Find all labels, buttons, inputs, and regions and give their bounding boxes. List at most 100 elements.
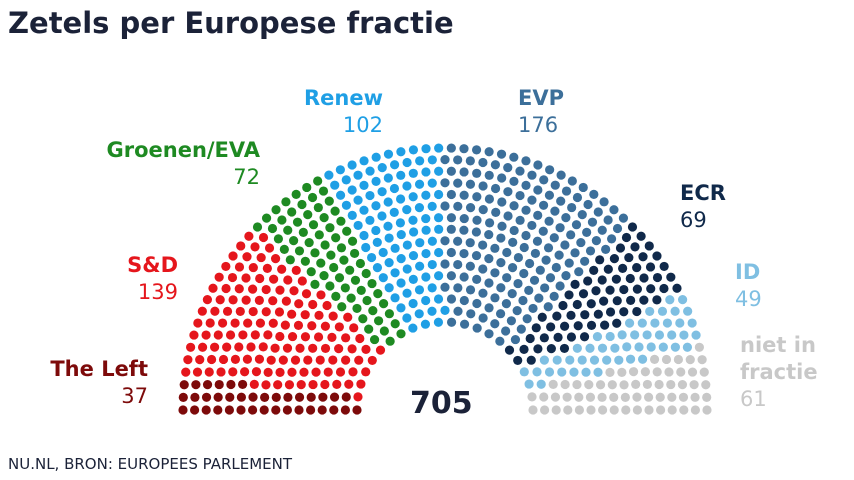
seat xyxy=(531,323,541,333)
seat xyxy=(546,344,556,354)
seat xyxy=(306,392,316,402)
seat xyxy=(583,199,593,210)
seat xyxy=(632,306,642,317)
seat xyxy=(586,320,597,330)
seat xyxy=(337,302,347,312)
seat xyxy=(353,170,363,180)
seat xyxy=(605,367,615,377)
seat xyxy=(336,243,347,253)
seat xyxy=(440,201,450,211)
seat xyxy=(532,367,542,377)
seat xyxy=(617,330,627,340)
seat xyxy=(683,306,693,316)
seat xyxy=(248,306,258,317)
seat xyxy=(510,334,521,345)
seat xyxy=(414,179,425,189)
seat xyxy=(567,202,577,213)
seat xyxy=(367,355,377,366)
seat xyxy=(303,355,313,365)
seat xyxy=(415,238,425,248)
seat xyxy=(605,307,616,317)
seat xyxy=(490,183,501,194)
seat xyxy=(270,254,281,264)
seat xyxy=(358,314,368,324)
seat xyxy=(478,205,488,215)
seat xyxy=(478,313,488,323)
seat xyxy=(359,230,369,241)
source: NU.NL, BRON: EUROPEES PARLEMENT xyxy=(8,455,293,473)
seat xyxy=(506,316,517,326)
seat xyxy=(290,355,301,365)
group-name: Groenen/EVA xyxy=(106,138,260,162)
seat xyxy=(213,330,223,340)
seat xyxy=(652,367,662,377)
seat xyxy=(313,202,323,213)
seat xyxy=(242,252,252,262)
seat xyxy=(554,250,564,260)
seat xyxy=(307,321,317,331)
seat xyxy=(275,331,285,342)
seat xyxy=(453,306,463,316)
seat xyxy=(314,310,324,320)
seat xyxy=(630,242,640,252)
seat xyxy=(402,181,412,191)
seat xyxy=(586,299,596,309)
seat xyxy=(584,380,594,390)
seat xyxy=(408,298,418,309)
seat xyxy=(369,334,380,345)
seat xyxy=(552,311,562,321)
seat xyxy=(402,288,412,298)
seat xyxy=(576,237,586,248)
seat xyxy=(539,392,549,402)
seat xyxy=(453,201,463,212)
seat xyxy=(599,197,609,207)
seat xyxy=(332,379,342,389)
seat xyxy=(389,183,400,194)
seat xyxy=(242,354,253,364)
seat xyxy=(478,181,488,191)
seat xyxy=(395,194,406,204)
seat xyxy=(287,207,297,217)
seat xyxy=(328,355,338,365)
seat xyxy=(383,197,393,207)
seat xyxy=(533,160,543,170)
seat xyxy=(249,379,259,389)
seat xyxy=(583,276,593,286)
seat xyxy=(702,405,712,415)
seat xyxy=(694,342,704,352)
seat xyxy=(385,336,395,346)
seat xyxy=(546,322,556,332)
seat xyxy=(534,293,544,303)
seat xyxy=(281,296,291,306)
seat xyxy=(178,405,188,415)
seat xyxy=(571,220,582,230)
seat xyxy=(275,367,285,377)
seat xyxy=(292,217,303,227)
seat xyxy=(341,392,351,402)
seat xyxy=(440,282,450,292)
seat xyxy=(679,405,689,415)
seat xyxy=(533,210,543,220)
seat xyxy=(335,367,346,377)
seat xyxy=(628,367,639,377)
seat xyxy=(609,205,619,215)
seat xyxy=(484,254,494,264)
seat xyxy=(465,238,475,248)
seat xyxy=(617,367,627,378)
seat xyxy=(569,367,579,377)
seat xyxy=(503,187,513,197)
seat xyxy=(342,226,352,236)
seat xyxy=(632,392,642,402)
seat xyxy=(533,344,543,354)
seat xyxy=(186,342,196,352)
seat xyxy=(644,405,654,415)
seat xyxy=(484,170,494,180)
seat xyxy=(434,271,444,281)
seat xyxy=(347,344,357,354)
seat xyxy=(490,160,501,170)
seat xyxy=(390,293,400,303)
seat xyxy=(459,144,469,154)
seat xyxy=(254,354,265,364)
seat xyxy=(271,392,281,402)
seat xyxy=(440,305,450,315)
